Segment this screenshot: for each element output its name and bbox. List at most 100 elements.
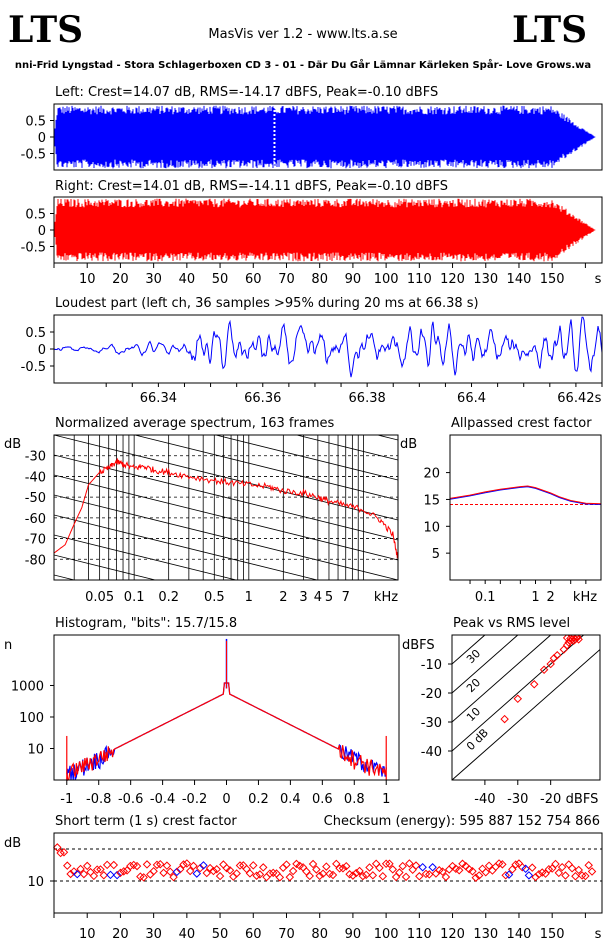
spectrum-xtick-label: 5 [325,590,333,605]
right-waveform-frame [53,196,603,264]
loudest-xtick-label: 66.42 [557,391,594,406]
track-name: nni-Frid Lyngstad - Stora Schlagerboxen … [15,58,591,71]
spectrum-chart: dB -30 -40 -50 -60 -70 -80 0.05 0.1 0.2 0.5 1 2 3 4 5 7 k… [4,435,398,605]
shortcrest-point [66,869,75,879]
spectrum-xtick-label: 2 [279,590,287,605]
peakrms-point [562,635,572,643]
left-waveform-ytick-label: -0.5 [21,148,46,163]
shortcrest-point [139,873,148,882]
shortcrest-point [199,861,208,870]
shortcrest-point [464,864,474,874]
shortcrest-point [69,867,79,876]
peakrms-frame [451,634,601,781]
shortcrest-point [571,872,580,881]
shortcrest-xtick-label: 100 [374,927,399,942]
peakrms-diagonal-label: 10 [464,705,483,724]
spectrum-slope [54,534,238,580]
spectrum-ylabel: dB [4,437,21,452]
right-waveform-xtick-label: 90 [345,272,362,287]
spectrum-xtick-label: 4 [314,590,322,605]
peakrms-point [574,635,583,644]
peakrms-ytick-label: -10 [421,658,442,673]
shortcrest-point [391,872,401,882]
loudest-xtick-label: 66.36 [244,391,281,406]
shortcrest-point [132,861,142,871]
histogram-ytick-label: 1000 [11,679,44,694]
right-waveform-xtick-label: 50 [212,272,229,287]
spectrum-slope [54,435,398,521]
spectrum-ytick-label: -40 [25,470,46,485]
shortcrest-point [428,863,437,872]
right-waveform: 0.50 -0.5 10 20 30 40 50 60 70 80 90 100 110 120 130 14… [21,198,602,287]
loudest-xunit: s [595,391,602,406]
shortcrest-point [338,864,348,873]
shortcrest-point [458,859,467,869]
shortcrest-xunit: s [595,927,602,942]
peakrms-diagonal-label: 30 [464,647,483,666]
histogram-xtick-label: -0.2 [182,792,207,807]
peakrms-diagonal [452,635,486,665]
shortcrest-xtick-label: 140 [507,927,532,942]
spectrum-xtick-label: 0.2 [158,590,179,605]
shortcrest-xtick-label: 30 [145,927,162,942]
shortcrest-point [365,863,374,872]
peakrms-ytick-label: -20 [421,687,442,702]
shortcrest-point [255,870,265,879]
histogram-xtick-label: -0.8 [86,792,111,807]
shortcrest-point [405,859,414,868]
loudest-xtick-label: 66.4 [457,391,486,406]
shortcrest-point [504,870,514,879]
peakrms-ylabel: dBFS [402,638,435,653]
shortcrest-point [511,860,520,869]
shortcrest-point [162,861,172,870]
spectrum-ytick-label: -50 [25,491,46,506]
histogram-ylabel: n [4,638,12,653]
shortcrest-point [275,873,285,882]
right-waveform-xtick-label: 100 [374,272,399,287]
shortcrest-point [142,860,152,869]
histogram-xtick-label: 1 [382,792,390,807]
shortcrest-point [587,867,597,876]
shortcrest-point [574,865,583,875]
checksum: Checksum (energy): 595 887 152 754 866 [324,814,600,829]
spectrum-frame [53,434,399,581]
shortcrest-point [547,864,557,873]
shortcrest-point [156,859,165,869]
shortcrest-point [498,860,507,869]
shortcrest-point [219,860,228,869]
right-waveform-ytick-label: -0.5 [21,241,46,256]
histogram-xtick-label: 0.8 [344,792,365,807]
plots: 0.50-0.50.50-0.510 20 30 40 50 60 70 80 90 100 110… [4,103,603,942]
peakrms-xlabel: dBFS [566,792,599,807]
shortcrest-point [584,860,593,870]
spectrum-xtick-label: 0.5 [204,590,225,605]
shortcrest-point [368,871,378,880]
shortcrest-point [285,872,295,882]
spectrum-slope [295,435,398,461]
spectrum-slope [214,435,398,481]
shortcrest-point [451,864,461,873]
shortcrest-point [215,871,225,881]
peakrms-xtick-label: -20 [540,792,561,807]
peakrms-point [500,714,509,724]
shortcrest-point [262,872,271,882]
shortcrest-point [99,871,109,880]
spectrum-slope [54,494,398,580]
logo-left: LTS [8,9,83,51]
left-waveform-wave [54,105,596,169]
right-waveform-wave [54,198,596,262]
spectrum-slope [54,514,319,580]
shortcrest-xtick-label: 110 [407,927,432,942]
shortcrest-point [252,871,261,880]
right-waveform-xtick-label: 120 [440,272,465,287]
shortcrest-point [508,865,517,874]
shortcrest-point [82,861,92,871]
shortcrest-point [332,859,341,869]
spectrum-xunit: kHz [374,590,398,605]
shortcrest-point [471,873,481,882]
peakrms-point [553,651,562,660]
peakrms-xtick-label: -40 [474,792,495,807]
right-waveform-xtick-label: 30 [145,272,162,287]
